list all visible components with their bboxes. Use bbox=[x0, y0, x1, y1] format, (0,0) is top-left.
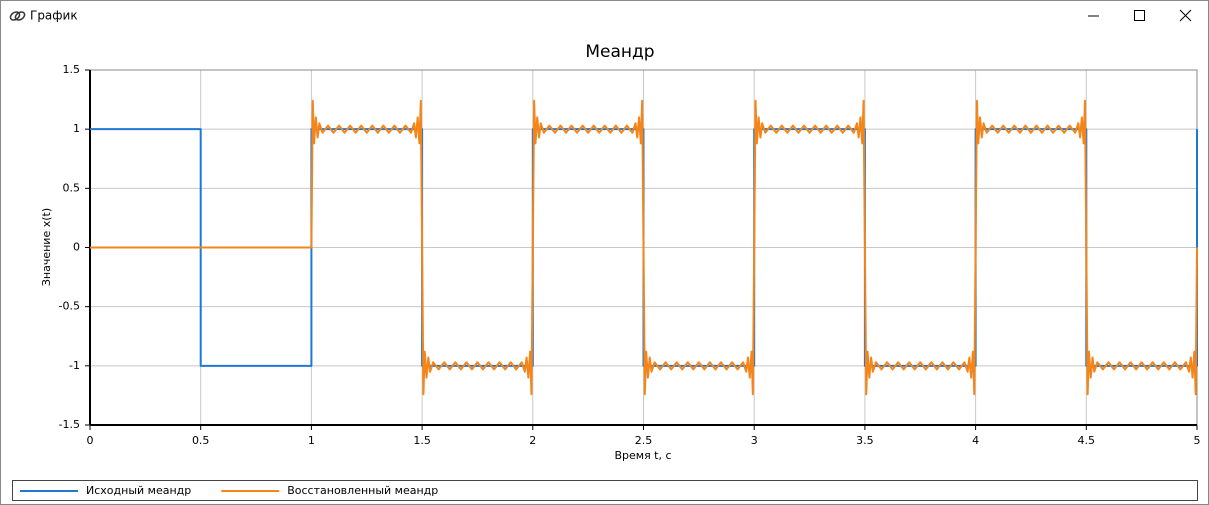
x-tick-label: 1 bbox=[308, 434, 315, 447]
y-tick-label: -0.5 bbox=[59, 300, 80, 313]
chart-title: Меандр bbox=[585, 42, 654, 62]
x-tick-label: 4.5 bbox=[1078, 434, 1096, 447]
x-axis-label: Время t, с bbox=[614, 449, 671, 462]
legend-label: Исходный меандр bbox=[86, 484, 191, 497]
y-tick-label: -1.5 bbox=[59, 418, 80, 431]
x-tick-label: 5 bbox=[1194, 434, 1201, 447]
window-icon bbox=[9, 11, 26, 21]
y-tick-label: 1 bbox=[73, 122, 80, 135]
y-tick-label: 0 bbox=[73, 241, 80, 254]
plot-area: 0 0.5 1 1.5 2 2.5 3 3.5 4 4.5 5 -1.5 -1 -0.5 0 0.5 1 1.5 bbox=[59, 63, 1201, 447]
x-tick-label: 2.5 bbox=[635, 434, 653, 447]
x-tick-label: 3 bbox=[751, 434, 758, 447]
x-tick-label: 3.5 bbox=[856, 434, 874, 447]
x-tick-label: 0.5 bbox=[192, 434, 210, 447]
series-line bbox=[90, 99, 1198, 396]
maximize-button[interactable] bbox=[1134, 10, 1145, 21]
window-title: График bbox=[30, 9, 78, 23]
x-tick-label: 0 bbox=[87, 434, 94, 447]
close-button[interactable] bbox=[1179, 9, 1192, 22]
legend-label: Восстановленный меандр bbox=[287, 484, 438, 497]
legend: Исходный меандр Восстановленный меандр bbox=[20, 484, 438, 497]
y-axis-label: Значение x(t) bbox=[40, 208, 53, 286]
x-tick-label: 4 bbox=[972, 434, 979, 447]
x-tick-label: 1.5 bbox=[413, 434, 431, 447]
y-tick-label: 1.5 bbox=[63, 63, 81, 76]
y-tick-label: -1 bbox=[69, 359, 80, 372]
x-tick-label: 2 bbox=[529, 434, 536, 447]
y-tick-label: 0.5 bbox=[63, 181, 81, 194]
legend-box bbox=[12, 480, 1198, 501]
